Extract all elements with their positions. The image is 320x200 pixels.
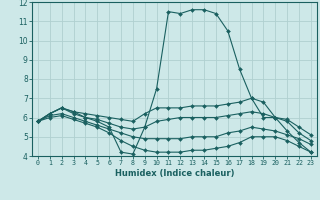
X-axis label: Humidex (Indice chaleur): Humidex (Indice chaleur) — [115, 169, 234, 178]
